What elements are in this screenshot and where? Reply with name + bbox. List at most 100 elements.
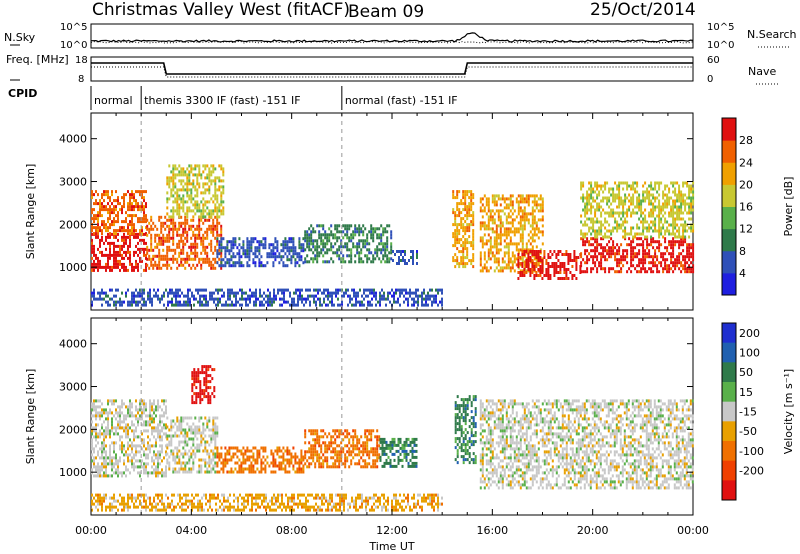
echo-cell <box>499 248 502 252</box>
echo-cell <box>452 196 455 200</box>
echo-cell <box>133 196 135 200</box>
echo-cell <box>350 260 353 264</box>
echo-cell <box>369 300 371 304</box>
echo-cell <box>97 474 99 478</box>
echo-cell <box>101 291 103 295</box>
echo-cell <box>304 257 307 261</box>
echo-cell <box>608 252 611 256</box>
echo-cell <box>376 248 379 252</box>
echo-cell <box>229 288 231 292</box>
echo-cell <box>249 297 251 301</box>
echo-cell <box>582 237 585 241</box>
echo-cell <box>188 182 191 186</box>
echo-cell <box>400 250 402 253</box>
echo-cell <box>588 240 591 244</box>
echo-cell <box>127 232 129 236</box>
echo-cell <box>509 230 512 234</box>
echo-cell <box>690 202 693 206</box>
echo-cell <box>121 399 123 403</box>
echo-cell <box>626 211 629 215</box>
echo-cell <box>270 249 273 253</box>
echo-cell <box>209 297 211 301</box>
echo-cell <box>523 212 526 216</box>
echo-cell <box>305 300 307 304</box>
echo-cell <box>582 232 585 236</box>
echo-cell <box>293 291 295 295</box>
echo-cell <box>168 233 171 237</box>
echo-cell <box>312 227 315 231</box>
echo-cell <box>184 449 187 453</box>
echo-cell <box>216 431 219 435</box>
echo-cell <box>268 246 271 250</box>
echo-cell <box>188 458 191 462</box>
echo-cell <box>117 238 119 242</box>
echo-cell <box>517 259 520 262</box>
echo-cell <box>250 240 253 244</box>
echo-cell <box>200 470 203 474</box>
echo-cell <box>103 411 105 415</box>
echo-cell <box>642 232 645 236</box>
echo-cell <box>111 429 113 433</box>
echo-cell <box>628 208 631 212</box>
echo-cell <box>537 218 540 222</box>
echo-cell <box>156 227 159 231</box>
echo-cell <box>531 265 534 268</box>
echo-cell <box>129 414 131 418</box>
echo-cell <box>137 241 139 245</box>
echo-cell <box>159 471 161 475</box>
echo-cell <box>172 170 175 174</box>
echo-cell <box>131 429 133 433</box>
echo-cell <box>133 232 135 236</box>
echo-cell <box>676 217 679 221</box>
echo-cell <box>411 297 413 301</box>
echo-cell <box>688 258 691 262</box>
echo-cell <box>168 434 171 438</box>
echo-cell <box>630 229 633 233</box>
echo-cell <box>606 196 609 200</box>
echo-cell <box>462 256 465 260</box>
echo-cell <box>214 260 217 264</box>
echo-cell <box>674 217 677 221</box>
echo-cell <box>610 208 613 212</box>
echo-cell <box>614 246 617 250</box>
echo-cell <box>212 257 215 261</box>
echo-cell <box>397 300 399 304</box>
echo-cell <box>353 291 355 295</box>
echo-cell <box>204 464 207 468</box>
echo-cell <box>166 257 169 261</box>
echo-cell <box>93 244 95 248</box>
echo-cell <box>141 190 143 194</box>
echo-cell <box>672 208 675 212</box>
echo-cell <box>143 238 145 242</box>
echo-cell <box>168 197 171 201</box>
echo-cell <box>107 241 109 245</box>
echo-cell <box>103 193 105 197</box>
echo-cell <box>192 461 195 465</box>
echo-cell <box>149 438 151 442</box>
echo-cell <box>178 428 181 432</box>
echo-cell <box>178 221 181 225</box>
echo-cell <box>298 264 301 268</box>
echo-cell <box>262 246 265 250</box>
echo-cell <box>212 212 215 216</box>
echo-cell <box>487 227 490 231</box>
echo-cell <box>159 429 161 433</box>
echo-cell <box>628 267 631 271</box>
echo-cell <box>113 262 115 266</box>
echo-cell <box>184 212 187 216</box>
echo-cell <box>158 263 161 267</box>
echo-cell <box>216 194 219 198</box>
echo-cell <box>266 252 269 256</box>
echo-cell <box>166 236 169 240</box>
echo-cell <box>345 288 347 292</box>
echo-cell <box>277 291 279 295</box>
echo-cell <box>692 264 695 268</box>
echo-cell <box>180 179 183 183</box>
echo-cell <box>466 229 469 233</box>
echo-cell <box>255 297 257 301</box>
echo-cell <box>204 236 207 240</box>
echo-cell <box>470 190 473 194</box>
echo-cell <box>672 181 675 185</box>
echo-cell <box>238 252 241 256</box>
echo-cell <box>190 182 193 186</box>
